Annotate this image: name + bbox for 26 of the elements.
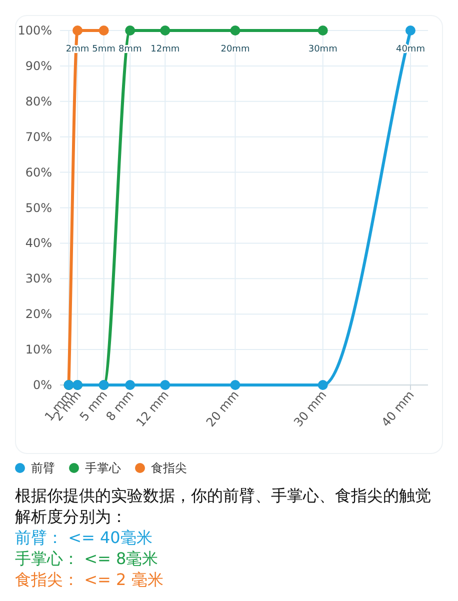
legend-label: 前臂 bbox=[31, 461, 55, 475]
text: 前臂： <= 40毫米 bbox=[15, 527, 154, 548]
y-tick-label: 10% bbox=[25, 342, 52, 357]
y-tick-label: 30% bbox=[25, 272, 52, 286]
y-tick-label: 80% bbox=[25, 94, 52, 108]
y-tick-label: 20% bbox=[25, 307, 52, 322]
annotation: 20mm bbox=[220, 44, 250, 54]
y-tick-label: 50% bbox=[25, 200, 52, 215]
text: 根据你提供的实验数据，你的前臂、手掌心、食指尖的触觉解析度分别为： bbox=[15, 485, 432, 527]
legend-label: 食指尖 bbox=[151, 461, 187, 475]
x-tick-label: 12 mm bbox=[133, 388, 172, 430]
x-tick-label: 40 mm bbox=[378, 388, 417, 430]
text: 食指尖： <= 2 毫米 bbox=[15, 569, 164, 590]
y-tick-label: 70% bbox=[25, 130, 52, 144]
y-tick-label: 0% bbox=[32, 378, 52, 392]
legend-label: 手掌心 bbox=[85, 461, 121, 475]
y-tick-label: 90% bbox=[25, 58, 52, 73]
x-tick-label: 20 mm bbox=[204, 388, 242, 430]
y-tick-label: 60% bbox=[25, 165, 52, 180]
x-tick-label: 30 mm bbox=[291, 388, 330, 430]
text: 手掌心： <= 8毫米 bbox=[15, 548, 160, 569]
annotation: 30mm bbox=[308, 44, 338, 54]
annotation: 12mm bbox=[150, 44, 180, 54]
y-tick-label: 100% bbox=[18, 24, 52, 38]
annotation: 5mm bbox=[92, 44, 116, 54]
y-tick-label: 40% bbox=[25, 236, 52, 250]
